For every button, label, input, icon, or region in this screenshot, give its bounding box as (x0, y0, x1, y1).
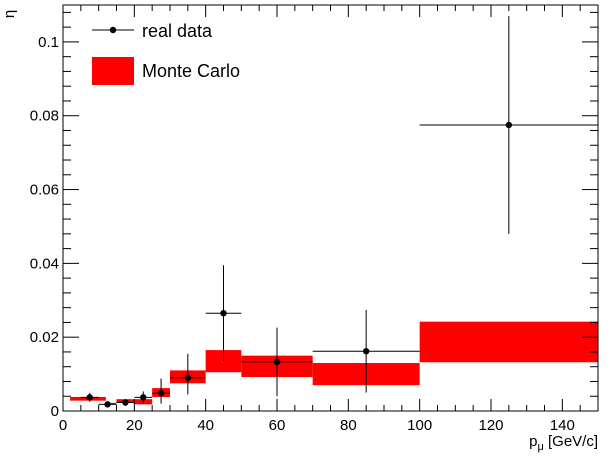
data-point-5-marker (184, 374, 192, 381)
y-tick-label: 0.08 (30, 108, 59, 125)
y-axis-title: η (1, 10, 18, 18)
y-tick-label: 0.1 (38, 34, 59, 51)
data-point-6-marker (220, 309, 227, 317)
mc-band-1 (105, 402, 117, 405)
x-tick-label: 140 (550, 417, 575, 434)
data-point-7 (241, 327, 313, 397)
x-tick-label: 80 (340, 417, 357, 434)
y-tick-label: 0.06 (30, 182, 59, 199)
data-point-2 (116, 399, 135, 406)
legend-data-marker (109, 26, 117, 34)
legend-data-label: real data (142, 21, 213, 41)
data-point-0-marker (86, 394, 93, 401)
y-tick-label: 0.04 (30, 255, 59, 272)
data-point-2-marker (122, 399, 129, 406)
data-point-9 (419, 16, 598, 234)
data-point-4 (152, 378, 170, 404)
y-tick-label: 0.02 (30, 329, 59, 346)
x-tick-label: 40 (197, 417, 214, 434)
data-point-7-marker (273, 358, 281, 366)
x-tick-label: 120 (478, 417, 503, 434)
data-point-3 (134, 391, 153, 404)
legend: real data Monte Carlo (92, 21, 240, 85)
data-point-5 (170, 353, 206, 395)
legend-mc-label: Monte Carlo (142, 61, 240, 81)
x-tick-label: 0 (59, 417, 67, 434)
x-axis-ticks: 0 20 40 60 80 100 120 140 (59, 5, 599, 434)
x-tick-label: 100 (407, 417, 432, 434)
data-point-4-marker (157, 390, 165, 397)
y-axis-ticks: 0 0.02 0.04 0.06 0.08 0.1 (30, 11, 598, 420)
data-point-6 (205, 265, 242, 362)
x-tick-label: 20 (126, 417, 143, 434)
y-tick-label: 0 (51, 403, 59, 420)
data-point-0 (80, 392, 99, 402)
real-data-points (80, 16, 598, 408)
x-axis-title: pμ [GeV/c] (529, 433, 598, 453)
x-tick-label: 60 (269, 417, 286, 434)
data-point-3-marker (140, 394, 147, 401)
data-point-8 (312, 309, 420, 393)
data-point-8-marker (362, 348, 370, 355)
data-point-9-marker (505, 121, 513, 129)
data-point-1-marker (104, 401, 111, 408)
data-point-1 (98, 401, 117, 408)
legend-mc-swatch (92, 57, 134, 85)
mc-band-9 (419, 321, 598, 363)
